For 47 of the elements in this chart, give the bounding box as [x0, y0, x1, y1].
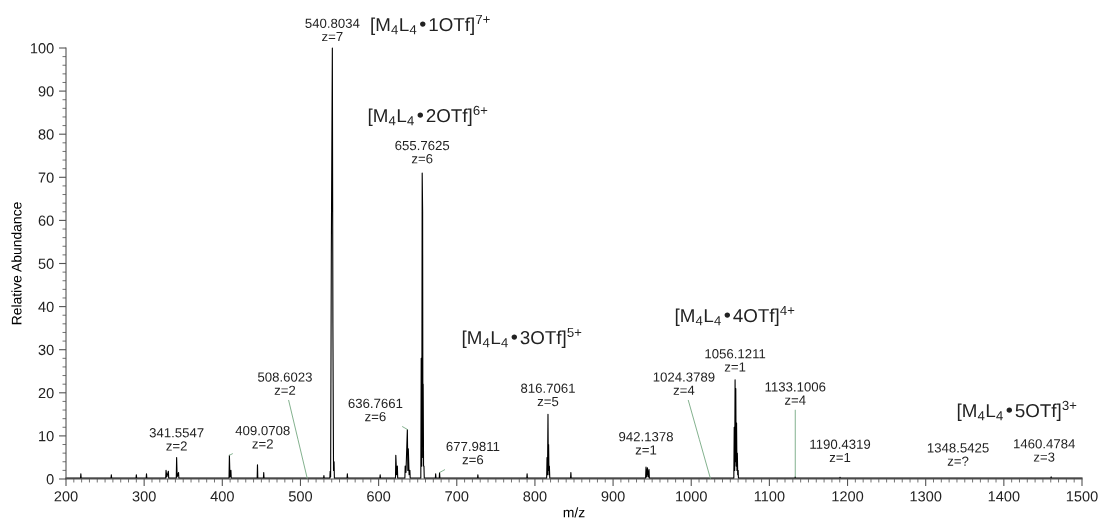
y-tick-label: 40 [38, 301, 54, 313]
annotation: [M$_{4}$L$_{4}$•4OTf]$^{4+}$ [675, 305, 795, 326]
x-axis-title: m/z [563, 507, 585, 518]
y-tick-label: 100 [30, 43, 54, 54]
y-tick-label: 30 [38, 344, 54, 356]
annotation: 1024.3789 z=4 [653, 372, 715, 395]
annotation: 1133.1006 z=4 [765, 382, 826, 405]
annotation: 677.9811 z=6 [446, 441, 500, 465]
y-tick-label: 20 [38, 387, 54, 399]
annotation: 341.5547 z=2 [149, 428, 204, 451]
y-tick-label: 90 [38, 86, 54, 97]
x-tick-label: 1500 [1066, 491, 1098, 502]
y-tick-label: 0 [46, 474, 54, 485]
x-tick-label: 1400 [988, 491, 1020, 502]
y-tick-label: 70 [38, 172, 54, 183]
x-tick-label: 500 [288, 491, 313, 502]
x-tick-label: 600 [367, 491, 391, 502]
x-tick-label: 300 [132, 491, 156, 502]
annotation: 816.7061 z=5 [521, 383, 575, 407]
x-tick-label: 900 [601, 491, 625, 502]
annotation: 1348.5425 z=? [927, 443, 989, 466]
y-tick-label: 10 [39, 431, 54, 442]
x-tick-label: 800 [523, 491, 547, 502]
x-tick-label: 1200 [832, 491, 864, 502]
x-tick-label: 200 [54, 491, 78, 502]
annotation: 508.6023 z=2 [257, 372, 312, 395]
annotation: 1190.4319 z=1 [810, 439, 871, 463]
annotation: [M$_{4}$L$_{4}$•2OTf]$^{6+}$ [368, 105, 488, 127]
y-tick-label: 80 [38, 129, 54, 140]
annotation: 655.7625 z=6 [395, 140, 450, 164]
annotation: 409.0708 z=2 [235, 425, 290, 449]
y-tick-label: 50 [38, 258, 54, 269]
x-tick-label: 400 [210, 491, 234, 502]
annotation: 1460.4784 z=3 [1014, 439, 1075, 462]
annotation: 1056.1211 z=1 [705, 349, 766, 372]
x-tick-label: 1000 [676, 491, 707, 502]
annotation: 540.8034 z=7 [305, 18, 360, 42]
y-axis-title: Relative Abundance [11, 202, 22, 325]
x-tick-label: 1300 [910, 491, 942, 502]
annotation: 636.7661 z=6 [348, 398, 403, 422]
y-tick-label: 60 [38, 215, 54, 226]
annotation: [M$_{4}$L$_{4}$•3OTf]$^{5+}$ [462, 327, 582, 348]
text: [M$_{4}$L$_{4}$•1OTf]$^{7+}$ [371, 14, 490, 35]
annotation: 942.1378 z=1 [619, 432, 673, 455]
annotation: [M$_{4}$L$_{4}$•5OTf]$^{3+}$ [957, 400, 1077, 422]
x-tick-label: 700 [445, 491, 469, 502]
x-tick-label: 1100 [754, 491, 785, 502]
